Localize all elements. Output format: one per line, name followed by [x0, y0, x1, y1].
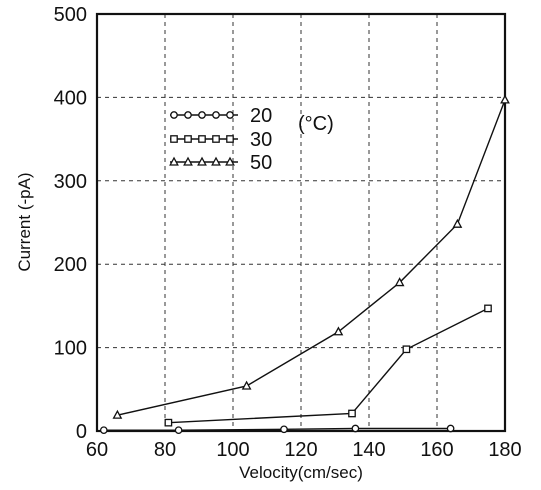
series-line [117, 99, 506, 416]
legend-marker-circle [226, 111, 234, 119]
legend-marker-square [184, 135, 192, 143]
data-point-circle [99, 426, 108, 435]
y-tick-label: 300 [54, 171, 87, 193]
legend-marker-square [212, 135, 220, 143]
legend-marker-triangle [183, 156, 193, 166]
legend-marker-square [226, 135, 234, 143]
legend-marker-triangle [225, 156, 235, 166]
legend-item-50: 50 [169, 152, 272, 174]
y-tick-label: 0 [76, 421, 87, 443]
data-point-circle [351, 424, 360, 433]
y-tick-label: 400 [54, 87, 87, 109]
x-tick-label: 80 [154, 439, 176, 461]
data-point-square [402, 345, 411, 354]
data-point-triangle [394, 277, 405, 287]
y-axis-label: Current (-pA) [15, 172, 34, 271]
data-point-square [484, 304, 492, 313]
x-tick-label: 140 [352, 439, 385, 461]
legend-marker-triangle [211, 156, 221, 166]
legend-marker-square [170, 135, 178, 143]
x-tick-labels: 60 80 100 120 140 160 180 [86, 439, 522, 461]
legend-label: 50 [250, 152, 272, 174]
grid-lines [97, 14, 505, 431]
data-point-triangle [241, 380, 252, 390]
data-point-triangle [500, 94, 510, 104]
data-point-triangle [333, 326, 344, 336]
series-line [168, 307, 489, 424]
legend-item-20: 20 [170, 105, 272, 127]
series-30 [164, 304, 492, 427]
x-tick-label: 120 [284, 439, 317, 461]
series-group [99, 94, 510, 435]
data-point-circle [446, 424, 455, 433]
series-50 [112, 94, 510, 419]
x-tick-label: 60 [86, 439, 108, 461]
x-tick-label: 160 [420, 439, 453, 461]
legend-item-30: 30 [170, 129, 272, 151]
legend-marker-triangle [169, 156, 179, 166]
y-tick-label: 100 [54, 338, 87, 360]
legend-marker-circle [212, 111, 220, 119]
plot-frame [95, 12, 507, 433]
data-point-circle [280, 425, 288, 434]
y-tick-label: 200 [54, 254, 87, 276]
legend-label: 20 [250, 105, 272, 127]
legend-marker-triangle [197, 156, 207, 166]
x-axis-label: Velocity(cm/sec) [239, 463, 363, 482]
data-point-triangle [112, 409, 123, 419]
legend-marker-circle [198, 111, 206, 119]
legend-unit: (°C) [298, 113, 334, 135]
legend-label: 30 [250, 129, 272, 151]
legend-marker-circle [170, 111, 178, 119]
y-tick-labels: 0 100 200 300 400 500 [54, 4, 87, 443]
x-tick-label: 180 [488, 439, 521, 461]
y-tick-label: 500 [54, 4, 87, 26]
data-point-circle [174, 426, 183, 435]
data-point-square [164, 418, 173, 427]
legend-marker-circle [184, 111, 192, 119]
data-point-square [348, 409, 356, 418]
x-tick-label: 100 [216, 439, 249, 461]
series-20 [99, 424, 455, 435]
data-point-triangle [452, 218, 463, 228]
legend-marker-square [198, 135, 206, 143]
